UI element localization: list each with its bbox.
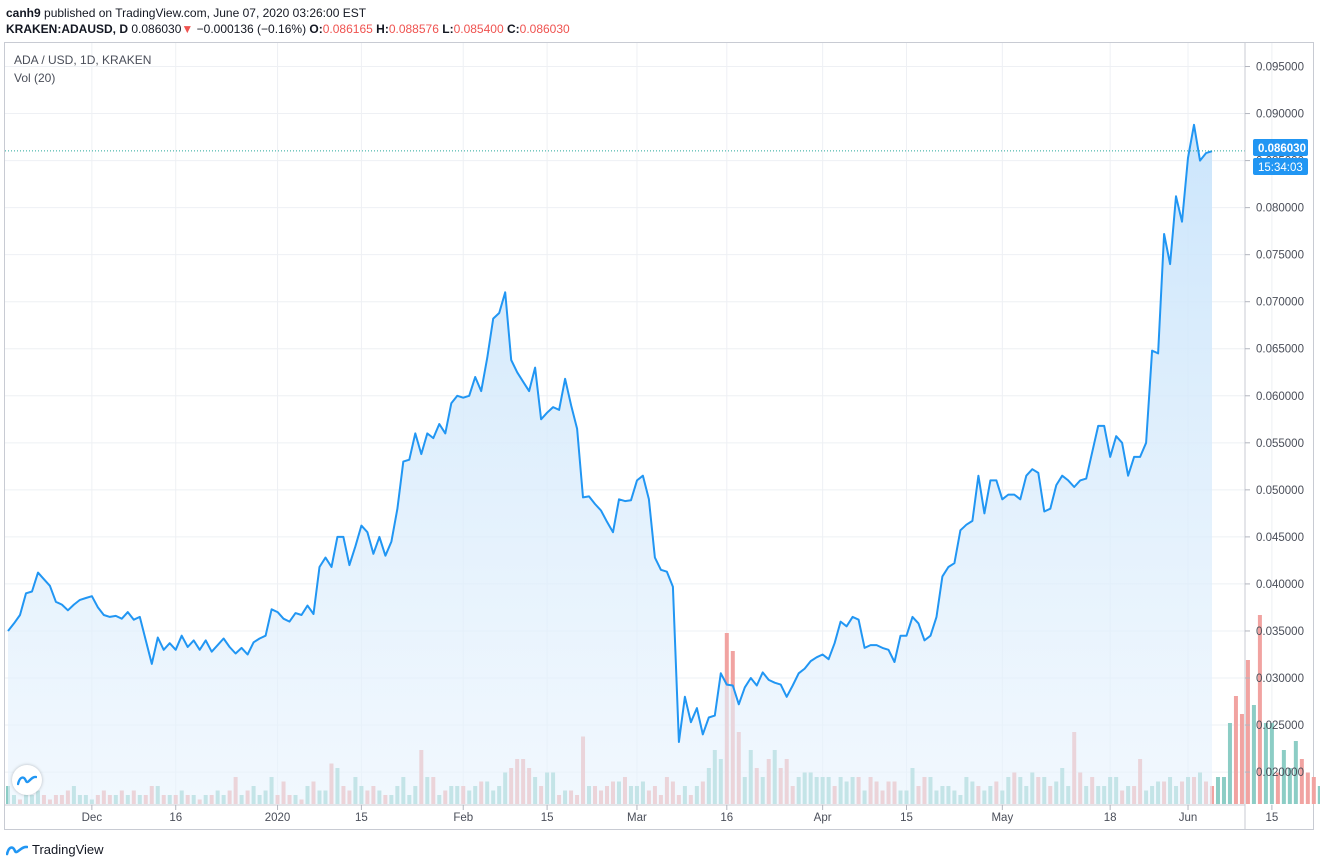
last-price-value: 0.086030 xyxy=(1258,143,1306,155)
close-value: 0.086030 xyxy=(519,22,570,36)
volume-bar xyxy=(1293,741,1298,804)
volume-bar xyxy=(1281,750,1286,804)
chart-frame[interactable] xyxy=(4,42,1314,830)
volume-bar xyxy=(1287,768,1292,804)
x-tick-label: Feb xyxy=(453,812,473,824)
high-label: H: xyxy=(376,22,389,36)
x-tick-label: 16 xyxy=(720,812,733,824)
x-tick-label: 15 xyxy=(541,812,554,824)
watermark-logo-icon xyxy=(12,765,42,795)
volume-legend[interactable]: Vol (20) xyxy=(14,71,56,85)
x-tick-label: 15 xyxy=(355,812,368,824)
last-price-label-box xyxy=(1253,139,1308,156)
price-area xyxy=(8,124,1212,805)
x-tick-label: Mar xyxy=(627,812,647,824)
volume-bar xyxy=(1239,714,1244,804)
open-value: 0.086165 xyxy=(322,22,373,36)
y-tick-label: 0.060000 xyxy=(1256,391,1304,403)
volume-bar xyxy=(1251,705,1256,804)
high-value: 0.088576 xyxy=(388,22,439,36)
y-tick-label: 0.040000 xyxy=(1256,579,1304,591)
volume-bar xyxy=(1233,696,1238,804)
x-tick-label: 2020 xyxy=(265,812,291,824)
y-tick-label: 0.055000 xyxy=(1256,438,1304,450)
y-tick-label: 0.045000 xyxy=(1256,532,1304,544)
y-tick-label: 0.035000 xyxy=(1256,626,1304,638)
series-legend[interactable]: ADA / USD, 1D, KRAKEN xyxy=(14,53,152,67)
x-tick-label: 15 xyxy=(900,812,913,824)
price-change: −0.000136 (−0.16%) xyxy=(196,22,307,36)
x-tick-label: May xyxy=(991,812,1013,824)
low-label: L: xyxy=(442,22,454,36)
x-tick-label: 15 xyxy=(1265,812,1278,824)
y-tick-label: 0.090000 xyxy=(1256,109,1304,121)
y-tick-label: 0.095000 xyxy=(1256,62,1304,74)
x-tick-label: 18 xyxy=(1104,812,1117,824)
x-tick-label: Apr xyxy=(814,812,832,824)
price-line xyxy=(7,123,1213,743)
time-axis[interactable]: Dec 16 2020 15 Feb 15 Mar 16 Apr 15 May 18 Jun 15 xyxy=(82,805,1279,824)
y-tick-label: 0.030000 xyxy=(1256,673,1304,685)
publish-date: published on TradingView.com, June 07, 2… xyxy=(44,6,367,20)
y-tick-label: 0.080000 xyxy=(1256,203,1304,215)
symbol-label: KRAKEN:ADAUSD, D xyxy=(6,22,128,36)
volume-bar xyxy=(1269,723,1274,804)
volume-bar xyxy=(1221,777,1226,804)
countdown-value: 15:34:03 xyxy=(1258,162,1303,174)
y-tick-label: 0.070000 xyxy=(1256,297,1304,309)
open-label: O: xyxy=(309,22,323,36)
close-label: C: xyxy=(506,22,520,36)
x-tick-label: 16 xyxy=(169,812,182,824)
last-price-label: 0.086030 15:34:03 xyxy=(1253,139,1308,175)
brand-name: TradingView xyxy=(32,842,104,857)
volume-bar xyxy=(1263,723,1268,804)
y-tick-label: 0.050000 xyxy=(1256,485,1304,497)
y-tick-label: 0.065000 xyxy=(1256,344,1304,356)
volume-bar xyxy=(1275,772,1280,804)
volume-bar xyxy=(1227,723,1232,804)
tradingview-logo-icon xyxy=(6,845,28,855)
volume-bar xyxy=(1305,772,1310,804)
y-tick-label: 0.020000 xyxy=(1256,767,1304,779)
y-tick-label: 0.075000 xyxy=(1256,250,1304,262)
down-arrow-icon: ▼ xyxy=(181,22,194,36)
countdown-box xyxy=(1253,158,1308,175)
volume-bar xyxy=(1215,777,1220,804)
last-price: 0.086030 xyxy=(131,22,182,36)
volume-bar xyxy=(1299,759,1304,804)
y-tick-label: 0.025000 xyxy=(1256,720,1304,732)
footer-brand[interactable]: TradingView xyxy=(6,842,104,857)
x-tick-label: Dec xyxy=(82,812,103,824)
ohlc-header: KRAKEN:ADAUSD, D 0.086030▼ −0.000136 (−0… xyxy=(6,22,570,36)
volume-bar xyxy=(1257,615,1262,804)
low-value: 0.085400 xyxy=(453,22,504,36)
author-name[interactable]: canh9 xyxy=(6,6,41,20)
volume-bar xyxy=(1311,777,1316,804)
volume-bar xyxy=(1317,786,1320,804)
volume-bar xyxy=(1245,660,1250,804)
x-tick-label: Jun xyxy=(1179,812,1198,824)
publish-info: canh9 published on TradingView.com, June… xyxy=(6,6,366,20)
